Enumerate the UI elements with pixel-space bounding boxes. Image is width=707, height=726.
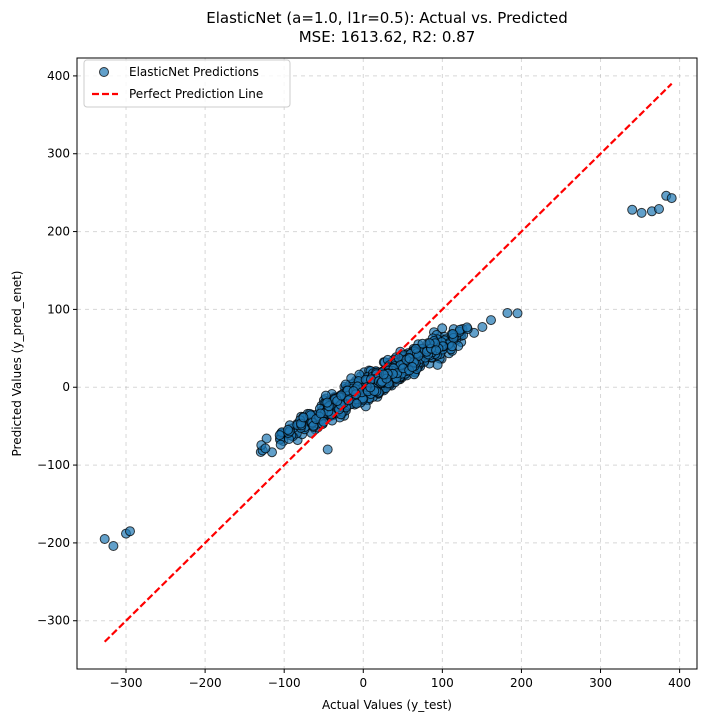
perfect-prediction-line: [103, 82, 673, 643]
x-tick-label: 400: [668, 676, 691, 690]
data-point: [125, 526, 135, 537]
data-point: [447, 341, 457, 352]
perfect-line-layer: [103, 82, 673, 643]
y-tick-label: 200: [47, 225, 70, 239]
data-point: [378, 369, 389, 380]
data-point: [407, 362, 418, 372]
data-point: [275, 439, 286, 450]
y-tick-label: −200: [37, 536, 70, 550]
data-point: [654, 204, 664, 214]
x-tick-label: −200: [189, 676, 222, 690]
data-point: [666, 193, 677, 204]
y-tick-label: 400: [47, 69, 70, 83]
data-point: [99, 534, 110, 544]
x-tick-label: 100: [431, 676, 454, 690]
data-point: [410, 343, 421, 354]
legend: ElasticNet Predictions Perfect Predictio…: [83, 59, 291, 108]
data-point: [636, 207, 647, 218]
y-tick-label: 0: [62, 380, 70, 394]
y-tick-label: 300: [47, 147, 70, 161]
data-point: [322, 397, 333, 408]
data-point: [283, 424, 293, 435]
data-point: [336, 390, 347, 401]
data-point: [502, 308, 513, 318]
data-point: [627, 204, 638, 215]
x-tick-label: −100: [268, 676, 301, 690]
data-point: [432, 359, 443, 370]
x-tick-label: 0: [359, 676, 367, 690]
legend-label-perfect-line: Perfect Prediction Line: [129, 87, 263, 101]
data-point: [462, 322, 472, 333]
chart-title: ElasticNet (a=1.0, l1r=0.5): Actual vs. …: [206, 9, 567, 27]
data-point: [365, 382, 376, 393]
legend-marker-predictions: [99, 67, 109, 77]
legend-box: [83, 59, 291, 108]
y-tick-label: −100: [37, 458, 70, 472]
points-layer: [99, 190, 677, 551]
plot-frame: [76, 57, 698, 670]
y-axis-label: Predicted Values (y_pred_enet): [10, 271, 24, 457]
data-point: [447, 329, 458, 339]
data-point: [424, 338, 435, 349]
chart-subtitle: MSE: 1613.62, R2: 0.87: [299, 28, 476, 46]
data-point: [261, 433, 272, 444]
data-point: [404, 353, 415, 364]
data-point: [486, 315, 496, 326]
data-point: [322, 444, 333, 455]
x-axis-label: Actual Values (y_test): [322, 698, 452, 712]
tick-layer: −300 −200 −100 0 100 200 300 400 −300 −200 −100 0 10…: [37, 69, 691, 690]
data-point: [315, 408, 326, 419]
data-point: [274, 430, 285, 441]
legend-label-predictions: ElasticNet Predictions: [129, 65, 259, 79]
data-point: [260, 443, 271, 454]
data-point: [477, 322, 488, 332]
y-tick-label: −300: [37, 614, 70, 628]
data-point: [108, 541, 119, 551]
x-tick-label: 200: [510, 676, 533, 690]
y-tick-label: 100: [47, 302, 70, 316]
data-point: [298, 412, 309, 423]
data-point: [512, 308, 523, 319]
x-tick-label: 300: [589, 676, 612, 690]
data-point: [431, 345, 442, 356]
x-tick-label: −300: [110, 676, 143, 690]
